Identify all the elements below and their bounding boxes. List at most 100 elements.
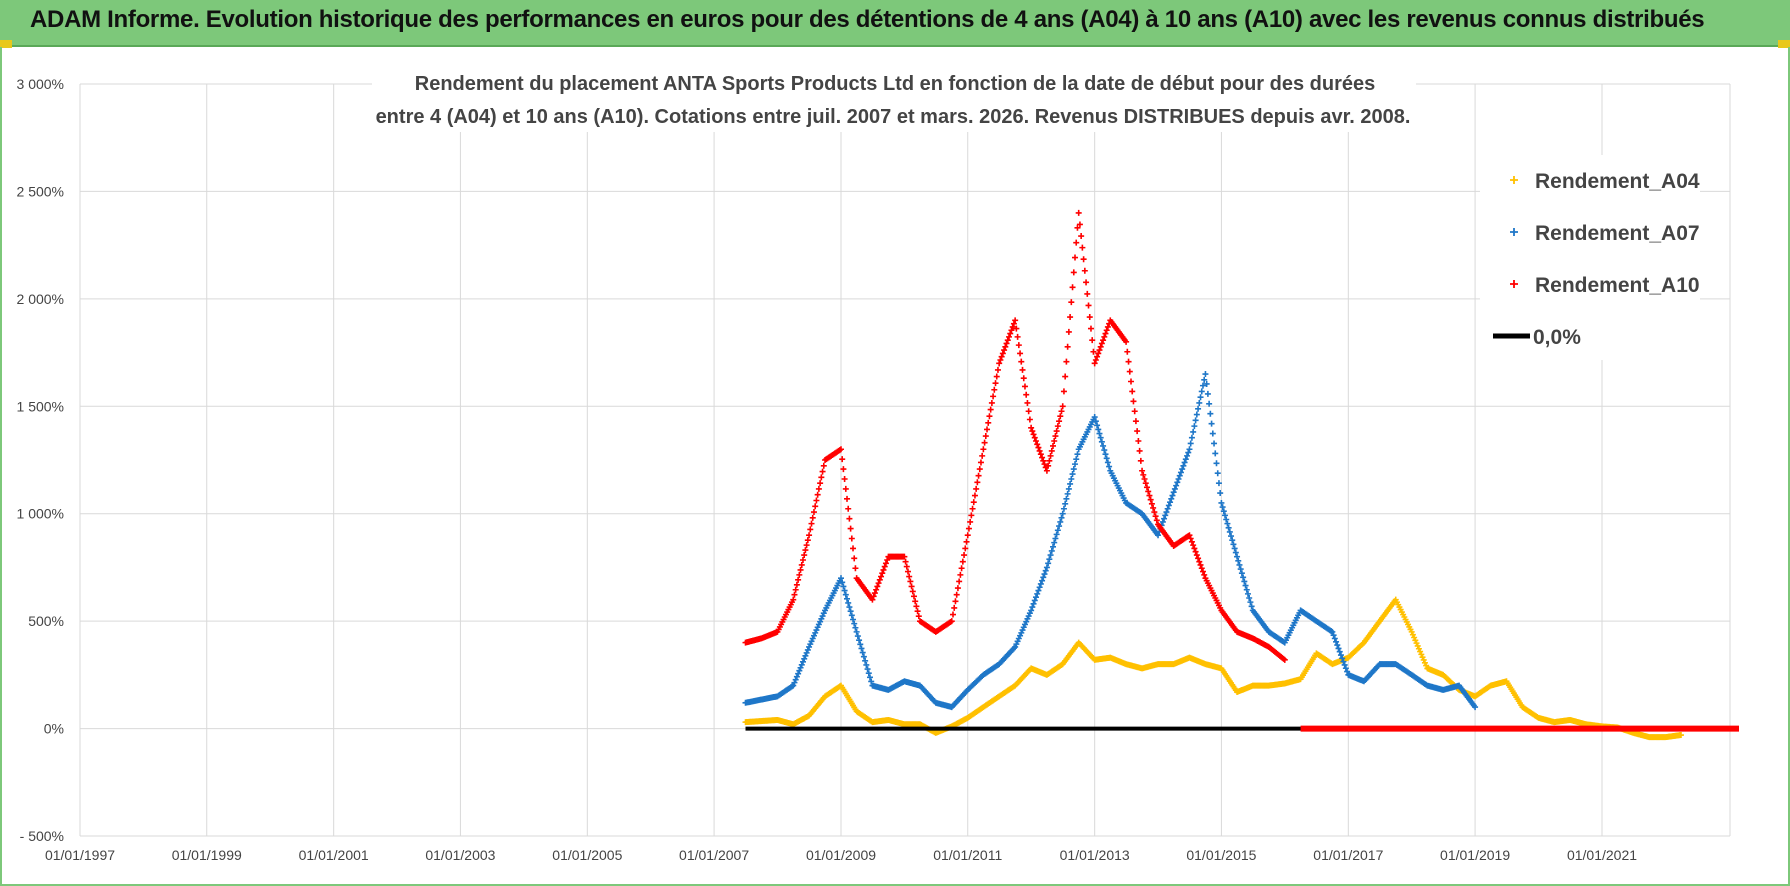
y-tick-label: 2 500% <box>17 183 64 199</box>
chart-title-box <box>372 64 1416 132</box>
x-tick-label: 01/01/2019 <box>1440 847 1510 863</box>
data-point <box>870 593 877 600</box>
data-point <box>1128 378 1135 385</box>
data-point <box>1225 524 1232 531</box>
data-point <box>1014 333 1021 340</box>
series-rendement-a10 <box>742 209 1288 663</box>
data-point <box>1012 317 1019 324</box>
data-point <box>1341 661 1348 668</box>
data-point <box>803 649 810 656</box>
data-point <box>1198 565 1205 572</box>
data-point <box>1068 299 1075 306</box>
data-point <box>1187 535 1194 542</box>
data-point <box>848 535 855 542</box>
data-point <box>1104 459 1111 466</box>
data-point <box>1102 330 1109 337</box>
data-point <box>1078 233 1085 240</box>
data-point <box>1209 430 1216 437</box>
data-point <box>792 676 799 683</box>
data-point <box>957 571 964 578</box>
data-point <box>903 563 910 570</box>
data-point <box>1238 570 1245 577</box>
data-point <box>958 565 965 572</box>
data-point <box>1195 405 1202 412</box>
data-point <box>1147 496 1154 503</box>
data-point <box>1180 462 1187 469</box>
data-point <box>854 633 861 640</box>
data-point <box>842 591 849 598</box>
data-point <box>1006 333 1012 340</box>
data-point <box>1148 500 1155 507</box>
data-point <box>1222 512 1229 519</box>
data-point <box>1064 343 1071 350</box>
data-point <box>1155 532 1162 539</box>
data-point <box>1197 561 1204 568</box>
data-point <box>863 661 870 668</box>
data-point <box>1234 553 1241 560</box>
data-point <box>1009 323 1016 330</box>
data-point <box>1342 665 1349 672</box>
data-point <box>1232 549 1239 556</box>
data-point <box>913 603 920 610</box>
data-point <box>1208 420 1215 427</box>
legend-box <box>1480 155 1700 360</box>
data-point <box>1146 492 1153 499</box>
data-point <box>796 571 803 578</box>
y-tick-label: 0% <box>44 721 64 737</box>
data-point <box>1243 586 1250 593</box>
data-point <box>1171 485 1178 492</box>
data-point <box>999 350 1006 357</box>
data-point <box>1162 512 1169 519</box>
data-point <box>1026 416 1033 423</box>
data-point <box>1337 652 1344 659</box>
data-point <box>795 576 802 583</box>
data-point <box>986 413 993 420</box>
data-point <box>1102 451 1109 458</box>
data-point <box>880 566 887 573</box>
data-point <box>973 485 980 492</box>
data-point <box>1164 505 1171 512</box>
data-point <box>991 386 998 393</box>
data-point <box>1048 447 1055 454</box>
data-point <box>866 674 873 681</box>
data-point <box>1083 279 1090 286</box>
data-point <box>904 568 911 575</box>
data-point <box>1241 578 1248 585</box>
data-point <box>1137 457 1144 464</box>
data-point <box>1188 538 1195 545</box>
data-point <box>1229 537 1236 544</box>
data-point <box>1161 515 1168 522</box>
data-point <box>844 595 851 602</box>
data-point <box>988 399 995 406</box>
data-point <box>1098 438 1105 445</box>
data-point <box>1092 418 1099 425</box>
data-point <box>1053 428 1060 435</box>
data-point <box>796 667 803 674</box>
data-point <box>1037 451 1044 458</box>
data-point <box>1190 428 1197 435</box>
x-tick-label: 01/01/2005 <box>552 847 622 863</box>
data-point <box>1004 337 1011 344</box>
data-point <box>1247 599 1254 606</box>
data-point <box>1163 509 1170 516</box>
data-point <box>1008 327 1015 334</box>
series-rendement-a04 <box>742 596 1684 741</box>
data-point <box>1103 327 1110 334</box>
data-point <box>868 678 875 685</box>
data-point <box>1015 342 1022 349</box>
data-point <box>1028 607 1035 614</box>
data-point <box>841 587 848 594</box>
data-point <box>1215 480 1222 487</box>
data-point <box>1242 582 1249 589</box>
data-point <box>997 357 1004 364</box>
data-point <box>847 608 854 615</box>
data-point <box>1186 532 1193 539</box>
data-point <box>1230 541 1237 548</box>
y-tick-label: 1 000% <box>17 506 64 522</box>
data-point <box>1013 325 1020 332</box>
data-point <box>1069 471 1076 478</box>
data-point <box>865 670 872 677</box>
data-point <box>859 649 866 656</box>
data-point <box>1096 430 1103 437</box>
